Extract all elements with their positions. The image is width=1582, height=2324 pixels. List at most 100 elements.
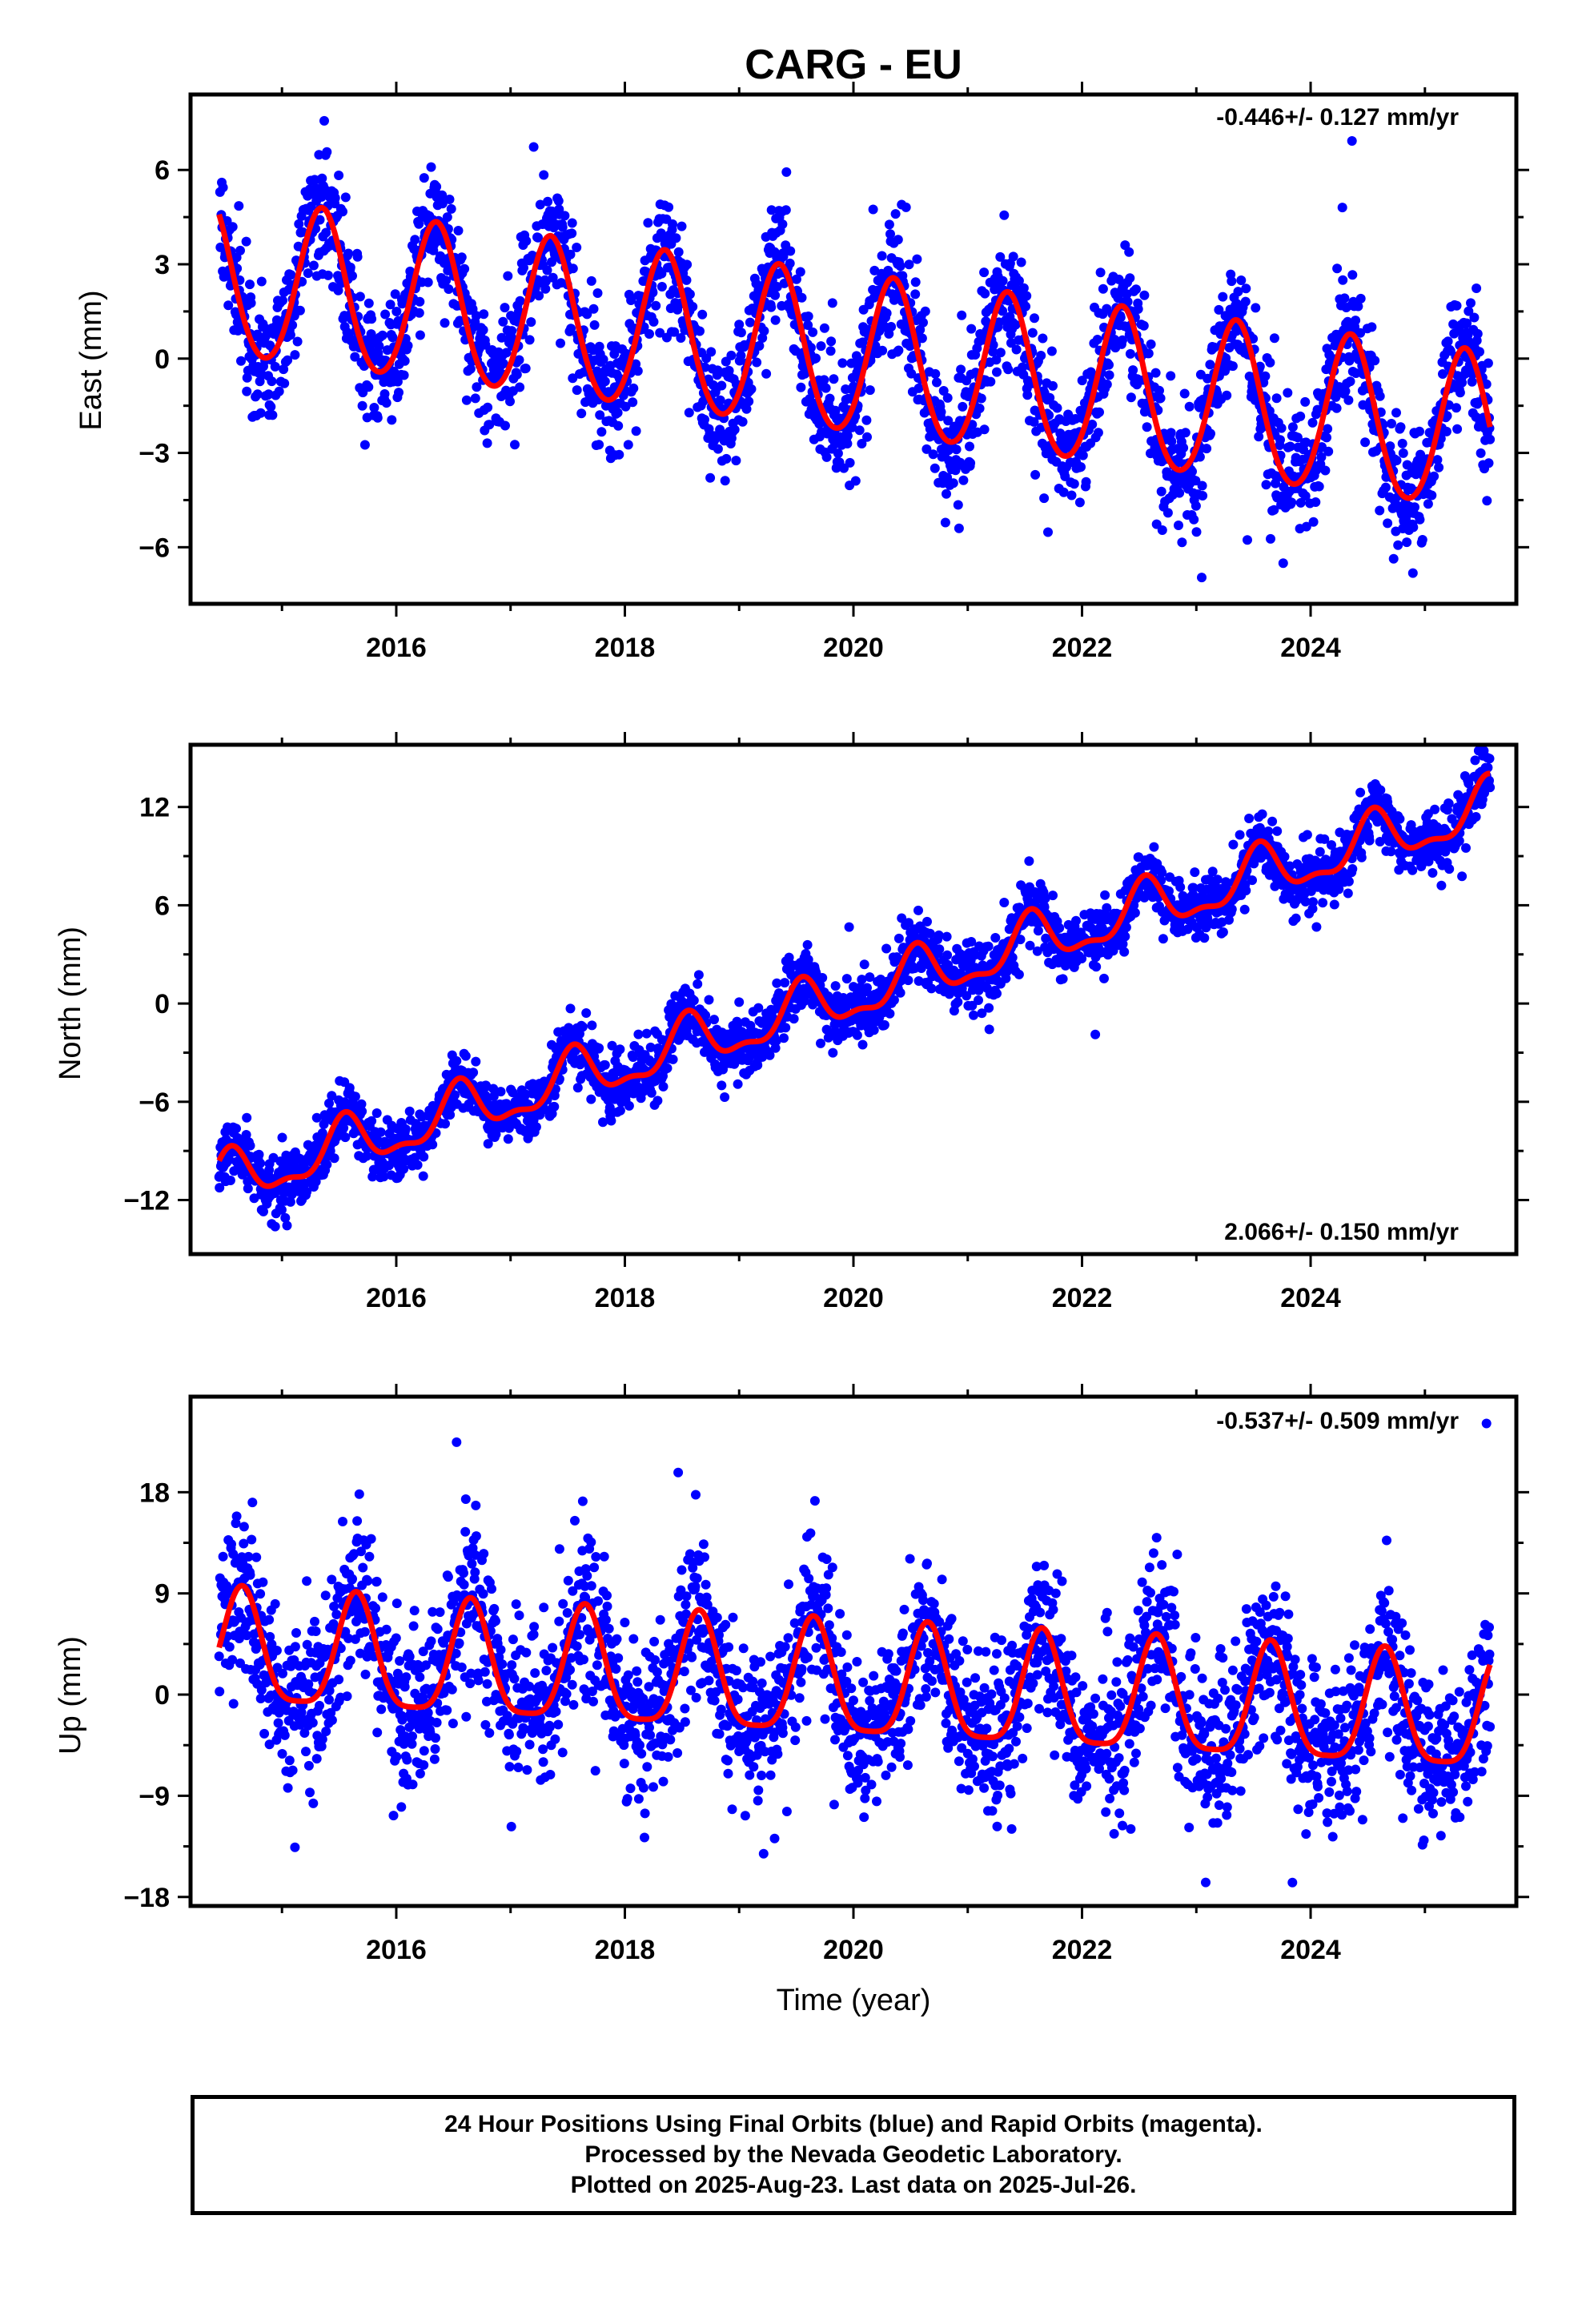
north-data-point [816,1038,825,1048]
east-model-line [216,204,1493,501]
east-data-point [1483,358,1493,368]
east-data-point [1236,275,1247,285]
east-data-point [419,173,429,183]
east-data-point [352,251,363,262]
east-data-point [850,476,861,486]
east-data-point [1156,486,1166,497]
north-data-point [1212,875,1223,885]
east-data-point [1174,521,1183,530]
east-data-point [560,211,570,221]
north-data-point [311,1176,321,1187]
north-data-point [857,975,867,985]
east-data-point [472,382,482,392]
north-data-point [830,981,841,991]
east-data-point [1131,284,1141,295]
east-data-point [263,389,274,400]
east-data-point [1018,283,1029,293]
east-data-point [380,309,391,320]
north-data-point [600,1059,610,1070]
east-data-point [1150,368,1161,378]
east-data-point [940,517,950,528]
north-data-point [607,1040,617,1051]
east-data-point [534,291,544,301]
east-data-point [1022,390,1033,400]
east-data-point [643,218,653,228]
north-data-point [322,1160,332,1170]
north-data-point [774,990,785,1000]
east-data-point [1203,373,1213,384]
east-data-point [781,205,791,215]
east-data-point [315,215,325,225]
east-data-point [956,364,966,375]
north-data-point [1120,931,1130,942]
east-data-point [594,440,604,450]
east-data-point [588,304,599,314]
east-data-point [1417,535,1427,545]
north-data-point [862,983,872,993]
east-data-point [1467,376,1477,387]
north-data-point [488,1084,499,1094]
north-data-point [903,975,913,986]
east-data-point [323,270,333,280]
north-data-point [926,983,937,994]
east-data-point [837,358,848,368]
east-data-point [700,362,710,372]
east-data-point [461,395,472,405]
east-data-point [865,385,875,396]
east-data-point [415,330,425,340]
north-data-point [701,1010,711,1020]
east-data-point [1098,283,1108,294]
east-data-point [415,296,425,307]
east-data-point [242,386,252,396]
east-data-point [1095,267,1106,278]
north-data-point [624,1100,634,1111]
north-data-point [501,1099,512,1109]
east-data-point [572,243,582,252]
east-data-point [1180,428,1191,438]
north-data-point [231,1124,241,1134]
east-data-point [1087,420,1098,429]
east-data-point [503,271,513,281]
east-data-point [434,234,444,244]
east-data-point [505,396,515,407]
east-data-point [1314,481,1324,492]
north-data-point [992,988,1002,999]
east-data-point [1380,482,1391,493]
north-data-point [1218,927,1228,937]
east-data-point [1427,490,1437,501]
east-data-point [219,271,229,282]
east-data-point [1240,296,1251,307]
east-data-point [343,248,354,259]
east-data-point [1278,558,1288,569]
north-data-point [224,1155,235,1165]
north-data-point [803,955,813,965]
east-data-point [612,408,623,418]
east-data-point [1300,396,1311,407]
north-data-point [779,1033,789,1043]
east-data-point [1227,361,1238,372]
east-data-point [1045,392,1055,403]
east-data-point [533,232,543,243]
east-data-point [746,384,757,394]
east-data-point [913,383,924,393]
east-data-point [671,233,681,243]
east-data-point [1438,369,1447,379]
north-data-point [531,1122,541,1132]
east-data-point [777,219,788,229]
east-data-point [255,408,266,418]
north-data-point [572,1083,583,1093]
east-data-point [292,336,303,347]
east-data-point [242,372,252,383]
east-data-point [1126,392,1136,403]
east-data-point [437,199,448,209]
east-data-point [877,251,887,261]
east-data-point [1323,446,1334,456]
east-data-point [543,196,553,207]
east-data-point [825,346,836,356]
east-data-point [567,218,577,228]
north-data-point [325,1146,335,1156]
north-data-point [445,1110,456,1120]
north-data-point [934,944,945,955]
east-data-point [1308,517,1319,527]
